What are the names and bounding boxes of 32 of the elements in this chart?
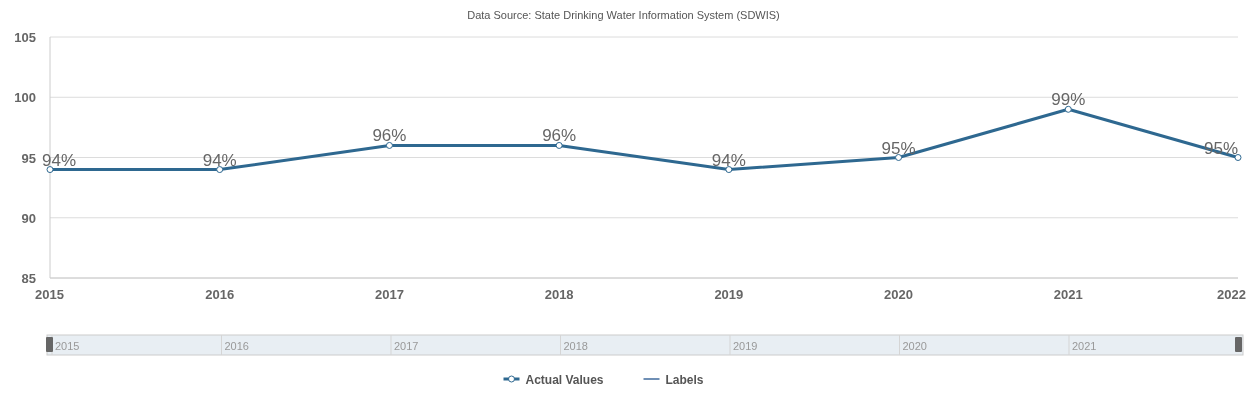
x-tick-label: 2019 xyxy=(714,287,744,302)
data-label: 94% xyxy=(42,150,77,170)
data-label: 95% xyxy=(881,138,916,158)
x-tick-label: 2020 xyxy=(884,287,914,302)
point xyxy=(385,141,393,149)
point xyxy=(216,166,224,174)
x-tick-label: 2022 xyxy=(1217,287,1246,302)
legend-label: Labels xyxy=(665,373,704,387)
y-tick-label: 85 xyxy=(21,271,36,286)
point xyxy=(555,141,563,149)
x-tick-label: 2016 xyxy=(205,287,235,302)
data-label: 99% xyxy=(1051,90,1086,110)
point xyxy=(46,166,54,174)
x-tick-label: 2018 xyxy=(544,287,574,302)
x-tick-label: 2021 xyxy=(1053,287,1083,302)
y-tick-label: 95 xyxy=(21,150,36,166)
legend-label: Actual Values xyxy=(525,373,604,387)
point xyxy=(725,166,733,174)
y-tick-label: 105 xyxy=(14,30,36,45)
chart-title: Data Source: State Drinking Water Information System (SDWIS) xyxy=(467,9,780,21)
point xyxy=(1064,105,1072,113)
y-tick-label: 100 xyxy=(14,90,36,106)
range-slider: 2015 2016 2017 2018 2019 2020 2021 xyxy=(46,334,1244,356)
data-label: 96% xyxy=(542,126,577,146)
data-label: 94% xyxy=(711,150,746,170)
y-tick-label: 90 xyxy=(21,210,36,226)
x-tick-label: 2015 xyxy=(35,287,64,302)
x-tick-label: 2017 xyxy=(374,287,404,302)
data-label: 94% xyxy=(202,150,237,170)
point xyxy=(1234,154,1242,161)
data-label: 96% xyxy=(372,126,407,146)
point xyxy=(895,154,903,161)
